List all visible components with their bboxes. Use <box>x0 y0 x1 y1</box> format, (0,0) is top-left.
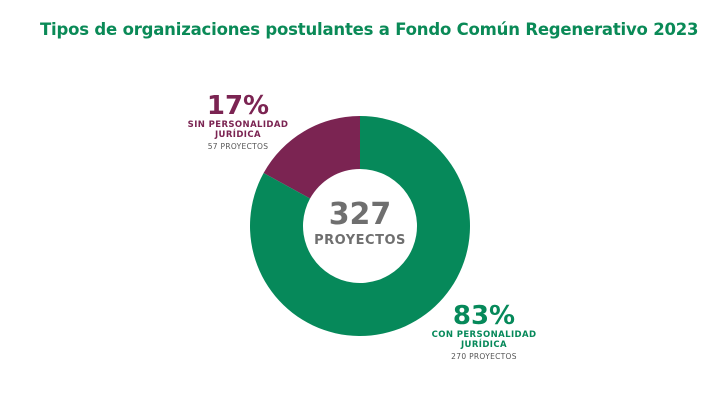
slice-count-label: 57 PROYECTOS <box>207 142 269 151</box>
chart-title: Tipos de organizaciones postulantes a Fo… <box>40 20 699 39</box>
donut-slices <box>249 116 471 336</box>
donut-slice-0 <box>263 116 360 199</box>
slice-percent-label: 17% <box>206 91 270 121</box>
center-total-label: PROYECTOS <box>314 233 406 248</box>
slice-category-label: SIN PERSONALIDAD JURÍDICA <box>187 120 289 140</box>
slice-count-label: 270 PROYECTOS <box>451 352 517 361</box>
slice-label-con-personalidad: 83% CON PERSONALIDAD JURÍDICA 270 PROYEC… <box>412 302 556 363</box>
slice-percent-label: 83% <box>452 301 516 331</box>
slice-category-label: CON PERSONALIDAD JURÍDICA <box>431 330 537 350</box>
slice-label-sin-personalidad: 17% SIN PERSONALIDAD JURÍDICA 57 PROYECT… <box>174 92 302 153</box>
center-total-value: 327 <box>328 197 392 232</box>
donut-slice-1 <box>249 116 471 336</box>
